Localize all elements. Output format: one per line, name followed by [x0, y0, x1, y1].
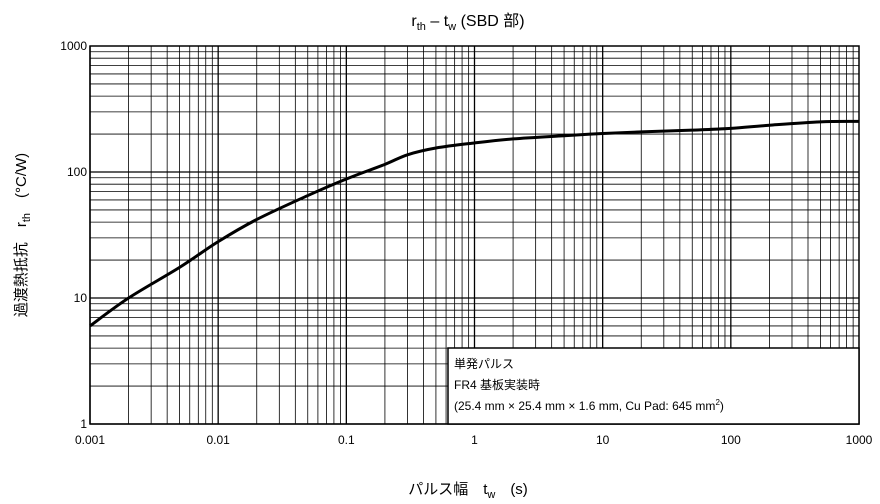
title-sub-w: w [447, 21, 456, 33]
x-tick-label: 100 [721, 433, 741, 447]
x-axis-label-unit: (s) [495, 481, 528, 498]
x-axis-label-sub: w [486, 489, 495, 501]
x-tick-label: 0.1 [338, 433, 355, 447]
chart-title: rth – tw (SBD 部) [411, 12, 524, 33]
title-tail: (SBD 部) [456, 12, 524, 30]
y-tick-label: 1000 [60, 39, 87, 53]
legend-line-3-text: (25.4 mm × 25.4 mm × 1.6 mm, Cu Pad: 645… [454, 399, 715, 413]
y-axis-label-unit: (°C/W) [13, 153, 30, 213]
legend-close: ) [720, 399, 724, 413]
y-axis-label: 過渡熱抵抗 rth (°C/W) [13, 153, 33, 317]
x-tick-label: 0.001 [75, 433, 105, 447]
legend-line-3: (25.4 mm × 25.4 mm × 1.6 mm, Cu Pad: 645… [454, 398, 724, 413]
x-axis-label-main: パルス幅 t [408, 481, 488, 498]
x-tick-label: 1 [471, 433, 478, 447]
x-tick-label: 10 [596, 433, 610, 447]
x-tick-label: 0.01 [206, 433, 230, 447]
y-tick-label: 1 [80, 417, 87, 431]
y-tick-label: 10 [74, 291, 88, 305]
title-sub-th: th [417, 21, 426, 33]
y-axis-label-sub: th [21, 213, 33, 222]
x-tick-label: 1000 [846, 433, 873, 447]
y-tick-label: 100 [67, 165, 87, 179]
y-axis-label-main: 過渡熱抵抗 r [13, 222, 30, 317]
x-axis-label: パルス幅 tw (s) [408, 481, 528, 501]
legend-line-2: FR4 基板実装時 [454, 377, 540, 392]
legend: 単発パルス FR4 基板実装時 (25.4 mm × 25.4 mm × 1.6… [448, 348, 859, 424]
legend-line-1: 単発パルス [454, 357, 514, 371]
title-dash-t: – t [426, 13, 449, 30]
